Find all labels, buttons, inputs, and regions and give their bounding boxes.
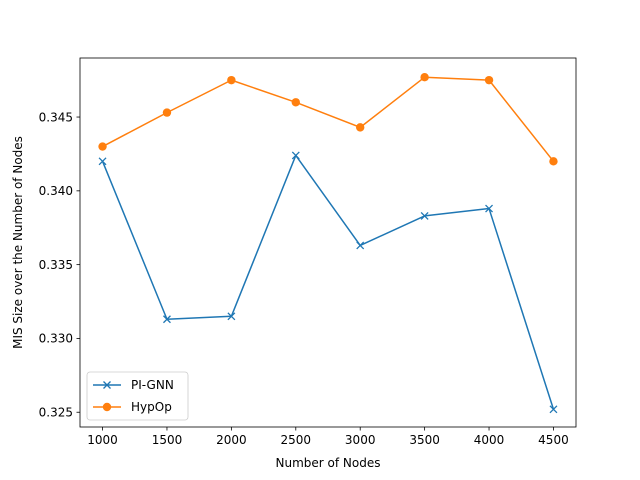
data-point-pi-gnn: [420, 211, 429, 220]
data-point-pi-gnn: [291, 151, 300, 160]
x-tick-label: 4500: [538, 433, 569, 447]
y-axis-ticks: 0.325 0.330 0.335 0.340 0.345: [39, 110, 80, 420]
x-tick-label: 1000: [87, 433, 118, 447]
y-tick-label: 0.335: [39, 258, 73, 272]
series-line-pi-gnn: [101, 154, 555, 410]
x-axis-ticks: 1000 1500 2000 2500 3000 3500 4000 4500: [87, 427, 569, 447]
x-tick-label: 2500: [281, 433, 312, 447]
x-tick-label: 1500: [152, 433, 183, 447]
plot-lines: [101, 76, 555, 410]
data-point-pi-gnn: [163, 315, 171, 324]
legend-label-hypop: HypOp: [131, 400, 172, 414]
series-line-hypop: [102, 76, 555, 162]
data-point-pi-gnn: [356, 241, 365, 250]
x-tick-label: 3500: [409, 433, 440, 447]
legend-label-pi-gnn: PI-GNN: [131, 378, 174, 392]
y-tick-label: 0.340: [39, 184, 73, 198]
data-point-hypop: [356, 123, 365, 132]
data-point-hypop: [227, 75, 236, 85]
data-point-pi-gnn: [549, 405, 558, 414]
y-tick-label: 0.330: [39, 332, 73, 346]
data-point-pi-gnn: [227, 312, 236, 321]
y-tick-label: 0.345: [39, 110, 73, 124]
legend-marker-pi-gnn: [103, 381, 111, 389]
y-axis-label: MIS Size over the Number of Nodes: [11, 136, 25, 349]
x-tick-label: 3000: [345, 433, 376, 447]
x-axis-label: Number of Nodes: [276, 456, 381, 470]
data-point-hypop: [420, 72, 429, 82]
data-point-pi-gnn: [485, 204, 493, 213]
legend-marker-symbol: [103, 381, 111, 389]
x-tick-label: 2000: [216, 433, 247, 447]
plot-markers: [98, 72, 558, 414]
x-tick-label: 4000: [474, 433, 505, 447]
legend-marker-hypop: [102, 402, 112, 412]
y-tick-label: 0.325: [39, 406, 73, 420]
data-point-pi-gnn: [98, 157, 107, 166]
data-point-hypop: [162, 108, 172, 117]
legend-marker-symbol: [102, 402, 112, 412]
plot-frame: [79, 57, 577, 428]
data-point-hypop: [549, 157, 558, 166]
data-point-hypop: [291, 98, 300, 107]
data-point-hypop: [484, 75, 494, 85]
data-point-hypop: [98, 142, 107, 151]
legend: PI-GNN HypOp: [86, 371, 189, 421]
legend-box: [86, 371, 189, 421]
